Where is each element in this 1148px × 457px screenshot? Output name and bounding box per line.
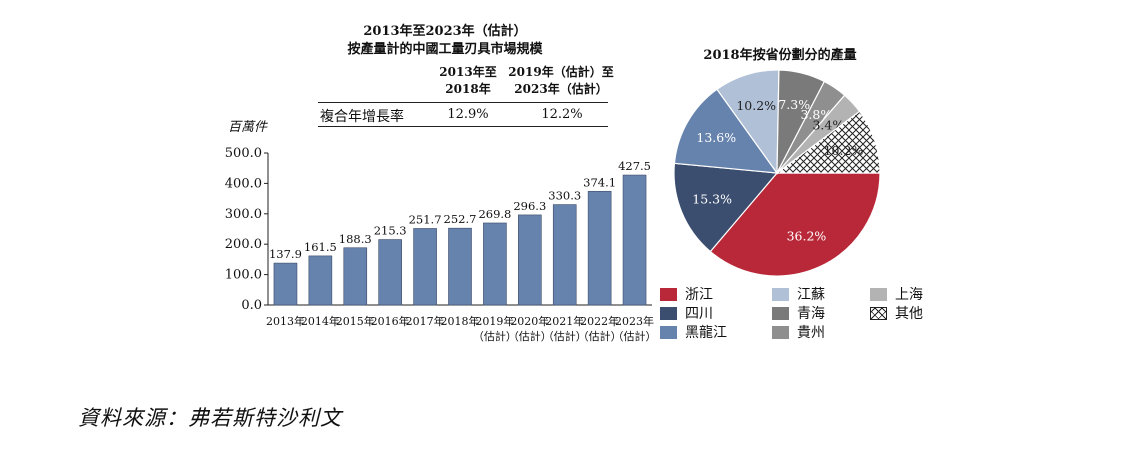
cagr-col1-header-line2: 2018年 [445, 82, 491, 96]
cagr-row-label: 複合年增長率 [320, 109, 404, 125]
x-tick-label: 2013年 [266, 314, 305, 328]
bar [343, 247, 368, 306]
pie-chart-title: 2018年按省份劃分的產量 [703, 48, 857, 63]
y-tick-label: 300.0 [225, 207, 262, 222]
bar-value-label: 296.3 [513, 199, 546, 213]
legend-swatch [660, 325, 677, 339]
y-tick-label: 100.0 [225, 268, 262, 283]
cagr-rule-bottom [318, 126, 608, 127]
pie-slice-label: 15.3% [692, 191, 732, 206]
pie-slice-label: 10.2% [736, 98, 776, 113]
legend-label: 江蘇 [797, 287, 825, 303]
source-note: 資料來源：弗若斯特沙利文 [78, 406, 342, 430]
legend-item: 黑龍江 [660, 322, 727, 342]
bar-value-label: 269.8 [478, 207, 511, 221]
legend-swatch [772, 306, 789, 320]
legend-item: 江蘇 [772, 284, 825, 304]
pie-chart: 36.2%15.3%13.6%10.2% 7.3%3.8%3.4%10.2% [673, 69, 881, 277]
legend-label: 青海 [797, 306, 825, 322]
cagr-rule-top [318, 102, 608, 103]
bar-value-label: 330.3 [548, 189, 581, 203]
bar [378, 239, 402, 306]
x-tick-label: 2023年 [615, 314, 654, 328]
pie-slice [709, 172, 881, 277]
x-tick-label: 2019年 [475, 314, 514, 328]
y-tick-label: 200.0 [225, 237, 262, 252]
legend-item: 貴州 [772, 322, 825, 342]
pie-slice-label: 36.2% [787, 229, 827, 244]
legend-label: 黑龍江 [685, 325, 727, 341]
legend-item: 青海 [772, 303, 825, 323]
legend-swatch [660, 306, 677, 320]
bar-value-label: 374.1 [583, 175, 616, 189]
x-tick-label: 2016年 [371, 314, 410, 328]
bar [273, 262, 298, 306]
y-tick-label: 500.0 [225, 146, 262, 161]
cagr-col2-value: 12.2% [541, 107, 583, 122]
cagr-col2-header-line2: 2023年（估計） [514, 82, 608, 96]
bar-value-label: 188.3 [339, 232, 372, 246]
x-tick-label: 2018年 [441, 314, 480, 328]
bar [308, 255, 333, 306]
pie-slice-label: 13.6% [696, 130, 736, 145]
bar-chart-title-line2: 按產量計的中國工量刃具市場規模 [347, 42, 543, 57]
bar-chart: 0.0 100.0 200.0 300.0 400.0 500.0 137.9 2013年 16… [225, 146, 657, 343]
x-tick-label: 2020年 [510, 314, 549, 328]
x-tick-label: （估計） [543, 329, 587, 343]
x-tick-label: （估計） [578, 329, 622, 343]
x-tick-label: 2015年 [336, 314, 375, 328]
bar-value-label: 215.3 [374, 224, 407, 238]
bar [413, 228, 437, 306]
pie-legend: 浙江 江蘇 上海四川 青海 其他黑龍江 貴州 [660, 284, 940, 344]
cagr-col2-header-line1: 2019年（估計）至 [508, 65, 614, 79]
legend-label: 浙江 [685, 287, 713, 303]
legend-swatch [772, 287, 789, 301]
bar [587, 190, 612, 306]
cagr-table: 2013年至 2018年 2019年（估計）至 2023年（估計） 複合年增長率… [318, 64, 614, 128]
x-tick-label: （估計） [473, 329, 517, 343]
x-tick-label: 2017年 [406, 314, 445, 328]
legend-label: 其他 [895, 306, 923, 322]
bar [483, 222, 507, 306]
x-tick-label: 2014年 [301, 314, 340, 328]
legend-item: 浙江 [660, 284, 713, 304]
bar [518, 214, 542, 306]
bar [622, 174, 647, 306]
bar-value-label: 427.5 [618, 159, 651, 173]
bar-chart-title-line1: 2013年至2023年（估計） [363, 24, 527, 39]
pie-slice [673, 88, 779, 174]
legend-label: 上海 [895, 287, 923, 303]
legend-item: 上海 [870, 284, 923, 304]
legend-label: 貴州 [797, 325, 825, 341]
pie-slice [673, 162, 779, 253]
x-tick-label: （估計） [613, 329, 657, 343]
y-tick-label: 400.0 [225, 176, 262, 191]
legend-swatch [660, 287, 677, 301]
x-tick-label: 2022年 [580, 314, 619, 328]
cagr-col1-header: 2013年至 2018年 [428, 64, 508, 98]
legend-label: 四川 [685, 306, 713, 322]
legend-swatch [772, 325, 789, 339]
legend-item: 其他 [870, 303, 923, 323]
pie-slice [775, 110, 881, 174]
pie-slice-label: 7.3% [778, 97, 810, 112]
x-tick-label: （估計） [508, 329, 552, 343]
legend-item: 四川 [660, 303, 713, 323]
bar-value-label: 251.7 [409, 212, 442, 226]
legend-swatch [870, 287, 887, 301]
cagr-col1-header-line1: 2013年至 [439, 65, 497, 79]
bar-value-label: 137.9 [269, 247, 302, 261]
bar [552, 204, 577, 306]
cagr-col1-value: 12.9% [447, 107, 489, 122]
bar-value-label: 161.5 [304, 240, 337, 254]
bar-value-label: 252.7 [444, 212, 477, 226]
cagr-col2-header: 2019年（估計）至 2023年（估計） [506, 64, 616, 98]
legend-swatch [870, 306, 887, 320]
y-tick-label: 0.0 [241, 298, 262, 313]
pie-slice-label: 10.2% [824, 143, 864, 158]
x-tick-label: 2021年 [545, 314, 584, 328]
bar [448, 227, 472, 306]
bar-chart-unit: 百萬件 [228, 120, 268, 135]
